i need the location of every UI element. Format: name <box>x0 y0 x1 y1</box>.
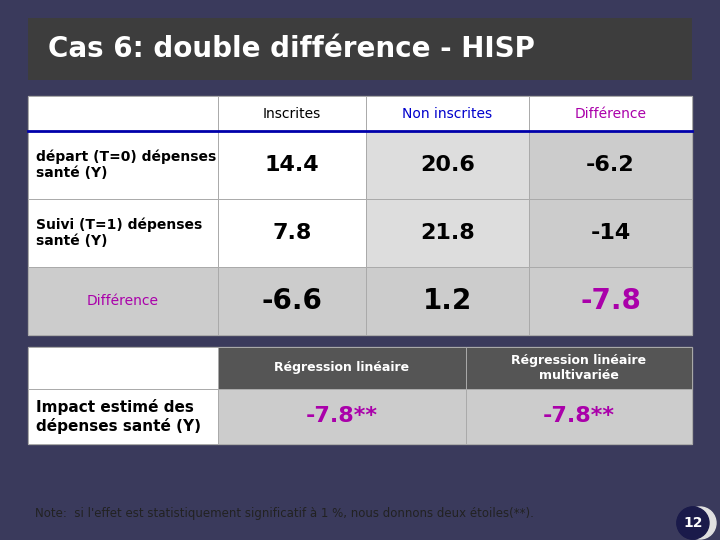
FancyBboxPatch shape <box>218 389 466 444</box>
Text: 21.8: 21.8 <box>420 223 475 243</box>
FancyBboxPatch shape <box>366 96 529 131</box>
Text: Non inscrites: Non inscrites <box>402 106 492 120</box>
Text: Différence: Différence <box>575 106 647 120</box>
Text: -6.2: -6.2 <box>586 155 635 175</box>
Circle shape <box>684 507 716 539</box>
Text: 14.4: 14.4 <box>265 155 319 175</box>
Text: Régression linéaire: Régression linéaire <box>274 361 410 375</box>
FancyBboxPatch shape <box>28 96 692 335</box>
Text: Note:  si l'effet est statistiquement significatif à 1 %, nous donnons deux étoi: Note: si l'effet est statistiquement sig… <box>35 507 534 520</box>
Text: 7.8: 7.8 <box>272 223 312 243</box>
FancyBboxPatch shape <box>218 347 466 389</box>
FancyBboxPatch shape <box>366 199 529 267</box>
Text: Inscrites: Inscrites <box>263 106 321 120</box>
FancyBboxPatch shape <box>366 131 529 199</box>
FancyBboxPatch shape <box>529 96 692 131</box>
Text: -6.6: -6.6 <box>261 287 323 315</box>
Text: -14: -14 <box>590 223 631 243</box>
Text: 20.6: 20.6 <box>420 155 475 175</box>
FancyBboxPatch shape <box>218 131 366 199</box>
Text: Régression linéaire
multivariée: Régression linéaire multivariée <box>511 354 647 382</box>
FancyBboxPatch shape <box>28 267 218 335</box>
Text: -7.8**: -7.8** <box>306 407 378 427</box>
FancyBboxPatch shape <box>28 347 692 444</box>
FancyBboxPatch shape <box>466 347 692 389</box>
Text: Impact estimé des
dépenses santé (Y): Impact estimé des dépenses santé (Y) <box>36 399 201 434</box>
Text: -7.8**: -7.8** <box>543 407 615 427</box>
FancyBboxPatch shape <box>28 347 218 389</box>
FancyBboxPatch shape <box>28 131 218 199</box>
Text: Cas 6: double différence - HISP: Cas 6: double différence - HISP <box>48 35 535 63</box>
FancyBboxPatch shape <box>28 389 218 444</box>
Circle shape <box>677 507 709 539</box>
FancyBboxPatch shape <box>28 199 218 267</box>
FancyBboxPatch shape <box>28 18 692 80</box>
FancyBboxPatch shape <box>529 131 692 199</box>
FancyBboxPatch shape <box>218 199 366 267</box>
FancyBboxPatch shape <box>218 96 366 131</box>
Circle shape <box>677 507 709 539</box>
Text: -7.8: -7.8 <box>580 287 641 315</box>
Text: départ (T=0) dépenses
santé (Y): départ (T=0) dépenses santé (Y) <box>36 150 216 180</box>
Text: 1.2: 1.2 <box>423 287 472 315</box>
Text: Différence: Différence <box>87 294 159 308</box>
FancyBboxPatch shape <box>218 267 366 335</box>
Text: Suivi (T=1) dépenses
santé (Y): Suivi (T=1) dépenses santé (Y) <box>36 218 202 248</box>
FancyBboxPatch shape <box>529 199 692 267</box>
FancyBboxPatch shape <box>28 96 218 131</box>
FancyBboxPatch shape <box>366 267 529 335</box>
FancyBboxPatch shape <box>529 267 692 335</box>
Text: 12: 12 <box>683 516 703 530</box>
FancyBboxPatch shape <box>466 389 692 444</box>
